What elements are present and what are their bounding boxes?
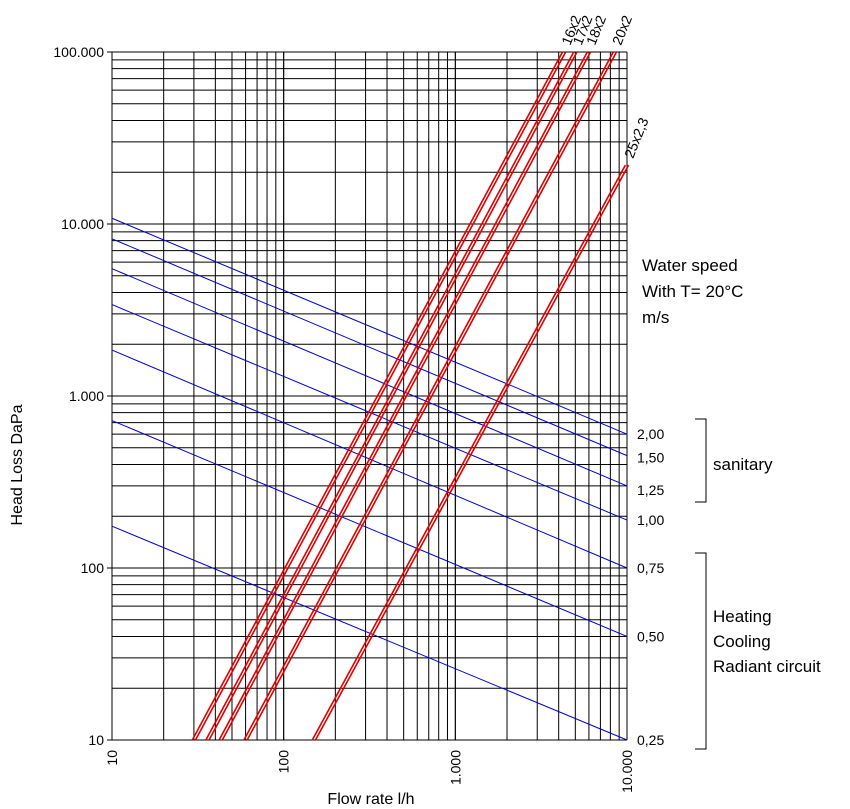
pipe-line-25x2-3 bbox=[314, 164, 630, 741]
speed-labels: 2,00 1,50 1,25 1,00 0,75 0,50 0,25 bbox=[637, 426, 664, 748]
speed-line-1-25 bbox=[111, 268, 628, 487]
speed-label: 0,25 bbox=[637, 732, 664, 748]
pipe-line-20x2 bbox=[246, 51, 618, 741]
y-tick-label: 10 bbox=[88, 732, 104, 748]
speed-line-1-50 bbox=[111, 238, 628, 457]
speed-line-2-00 bbox=[111, 217, 628, 435]
speed-label: 2,00 bbox=[637, 426, 664, 442]
y-tick-label: 10.000 bbox=[61, 216, 104, 232]
speed-label: 1,50 bbox=[637, 450, 664, 466]
sanitary-bracket bbox=[695, 418, 707, 503]
water-speed-line-3: m/s bbox=[642, 308, 669, 327]
heating-line-1: Heating bbox=[713, 607, 772, 626]
heating-line-3: Radiant circuit bbox=[713, 657, 821, 676]
pipe-line-20x2 bbox=[243, 51, 614, 741]
y-tick-label: 100.000 bbox=[53, 44, 104, 60]
x-tick-label: 100 bbox=[276, 750, 292, 774]
pipe-line-18x2 bbox=[218, 51, 589, 741]
y-axis-title: Head Loss DaPa bbox=[9, 404, 26, 525]
grid bbox=[107, 51, 628, 741]
x-tick-label: 10 bbox=[104, 750, 120, 766]
speed-label: 1,00 bbox=[637, 512, 664, 528]
y-axis-tick-labels: 10 100 1.000 10.000 100.000 bbox=[53, 44, 104, 748]
pipe-line-18x2 bbox=[221, 51, 592, 741]
water-speed-lines bbox=[111, 217, 628, 741]
speed-label: 1,25 bbox=[637, 482, 664, 498]
speed-label: 0,50 bbox=[637, 628, 664, 644]
pipe-label: 25x2,3 bbox=[621, 115, 652, 160]
y-tick-label: 1.000 bbox=[69, 388, 104, 404]
heating-bracket bbox=[695, 552, 707, 750]
sanitary-label: sanitary bbox=[713, 455, 773, 474]
x-axis-title: Flow rate l/h bbox=[327, 791, 414, 808]
pipe-line-17x2 bbox=[208, 51, 578, 741]
heating-note: Heating Cooling Radiant circuit bbox=[713, 607, 821, 676]
y-tick-label: 100 bbox=[81, 560, 105, 576]
speed-line-0-25 bbox=[111, 525, 628, 741]
speed-line-0-50 bbox=[111, 420, 628, 637]
pipe-line-16x2 bbox=[194, 51, 567, 741]
water-speed-line-2: With T= 20°C bbox=[642, 282, 743, 301]
water-speed-line-1: Water speed bbox=[642, 256, 738, 275]
pipe-label: 20x2 bbox=[609, 13, 635, 47]
pipe-line-25x2-3 bbox=[311, 164, 627, 741]
x-axis-tick-labels: 10 100 1.000 10.000 bbox=[104, 750, 635, 793]
pipe-lines bbox=[191, 51, 630, 741]
speed-label: 0,75 bbox=[637, 560, 664, 576]
x-tick-label: 1.000 bbox=[447, 750, 463, 785]
water-speed-note: Water speed With T= 20°C m/s bbox=[642, 256, 743, 327]
heating-line-2: Cooling bbox=[713, 632, 771, 651]
pipe-line-16x2 bbox=[191, 51, 564, 741]
pipe-line-17x2 bbox=[205, 51, 575, 741]
x-tick-label: 10.000 bbox=[619, 750, 635, 793]
